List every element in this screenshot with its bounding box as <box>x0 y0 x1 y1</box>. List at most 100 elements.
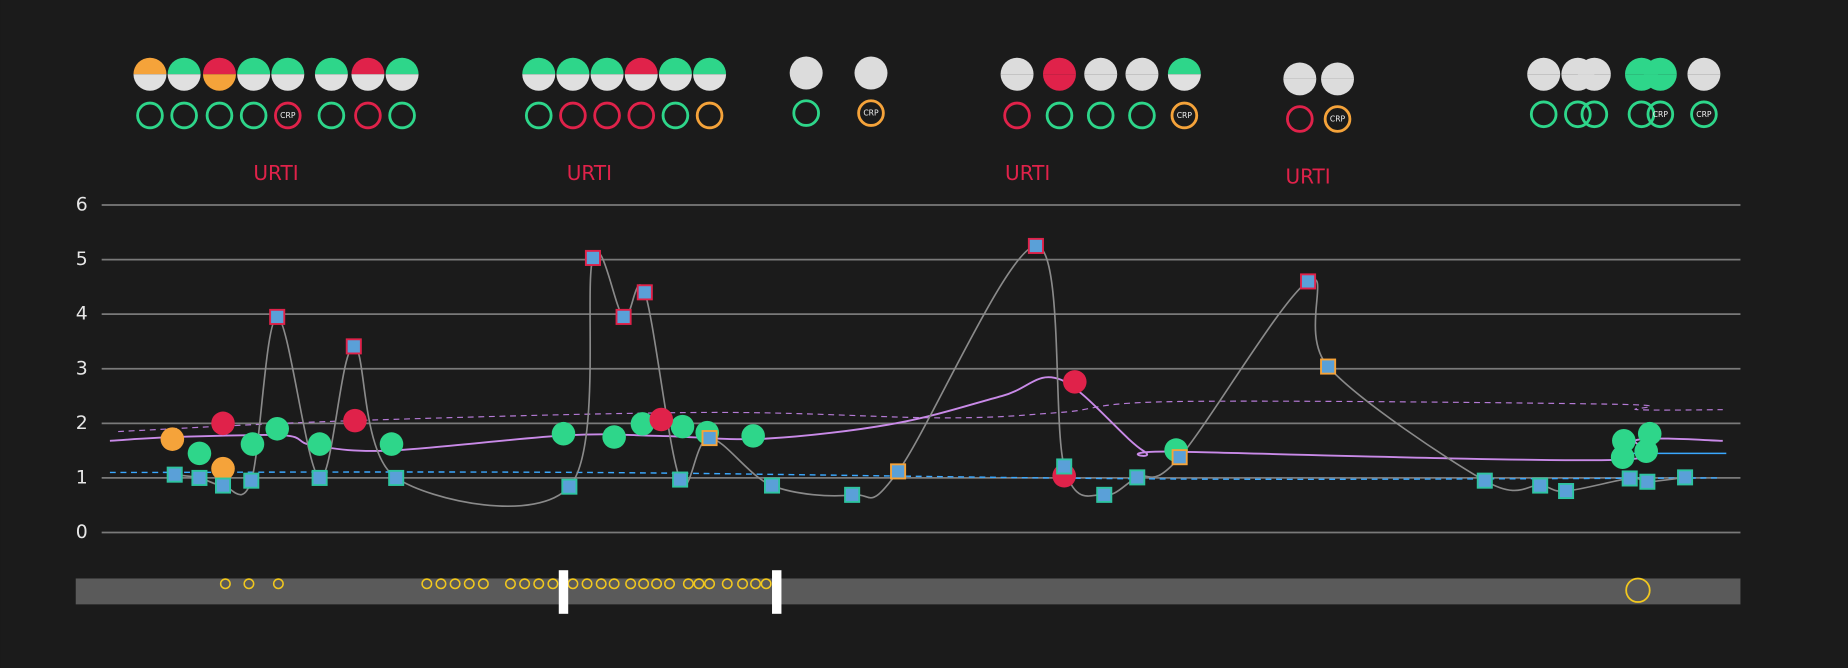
event-dot <box>519 578 531 590</box>
indicator-bottom <box>1000 74 1034 91</box>
point <box>561 478 578 495</box>
point <box>343 408 367 433</box>
y-tick-label: 1 <box>76 467 88 488</box>
indicator-ring <box>627 101 656 130</box>
indicator-bottom <box>1527 74 1561 91</box>
indicator-top <box>1527 57 1561 75</box>
indicator-bottom <box>590 74 624 91</box>
y-tick-label: 2 <box>76 413 88 434</box>
indicator-bottom <box>202 74 236 91</box>
indicator-ring <box>1045 101 1074 130</box>
point <box>269 308 286 325</box>
indicator-ring <box>1646 100 1675 129</box>
indicator-ring <box>792 99 820 127</box>
indicator-ring <box>1003 101 1031 130</box>
point <box>1476 472 1493 489</box>
indicator-top <box>1084 57 1118 75</box>
point <box>307 432 332 456</box>
indicator-bottom <box>1643 74 1677 91</box>
point <box>240 432 265 456</box>
indicator-ring <box>1580 100 1609 129</box>
point <box>1677 469 1694 486</box>
annotation: URTI <box>253 161 298 185</box>
event-dot <box>219 578 231 590</box>
point <box>701 430 718 447</box>
y-tick-label: 3 <box>76 358 88 379</box>
ring-label: CRP <box>1696 110 1712 119</box>
point <box>1171 449 1188 466</box>
range-handle[interactable] <box>772 570 782 614</box>
indicator-top <box>314 57 348 75</box>
indicator-ring <box>593 101 621 130</box>
point <box>890 463 907 480</box>
point <box>311 469 328 486</box>
indicator-ring <box>317 101 346 130</box>
y-tick-label: 4 <box>76 304 88 325</box>
ring-label: CRP <box>1330 114 1346 123</box>
event-dot <box>651 578 663 590</box>
indicator-bottom <box>1125 74 1159 91</box>
indicator-ring <box>661 101 690 130</box>
point <box>1634 439 1658 463</box>
indicator-bottom <box>271 74 305 91</box>
indicator-top <box>1577 57 1611 75</box>
indicator-top <box>202 57 236 75</box>
indicator-ring <box>136 101 164 130</box>
indicator-ring <box>205 101 234 130</box>
indicator-bottom <box>693 74 727 91</box>
point <box>1027 237 1044 254</box>
indicator-bottom <box>167 74 201 91</box>
indicator-top <box>522 57 556 75</box>
indicator-ring <box>1564 100 1592 129</box>
indicator-top <box>556 57 590 75</box>
indicator-bottom <box>1283 78 1317 96</box>
point <box>265 417 289 441</box>
point <box>1300 273 1317 290</box>
indicator-ring <box>559 101 587 130</box>
indicator-top <box>1321 62 1355 79</box>
point <box>584 249 601 266</box>
indicator-top <box>133 57 167 75</box>
indicator-bottom <box>1167 74 1201 91</box>
event-dot <box>682 578 694 590</box>
indicator-bottom <box>624 74 658 91</box>
indicator-top <box>1125 57 1159 75</box>
event-dot <box>625 578 637 590</box>
indicator-bottom <box>522 74 556 91</box>
y-tick-label: 5 <box>76 249 88 270</box>
indicator-bottom <box>314 74 348 91</box>
point <box>1637 421 1662 446</box>
indicator-ring <box>1627 100 1656 129</box>
point <box>166 466 183 483</box>
point <box>630 412 655 436</box>
event-dot <box>721 578 733 590</box>
range-handle[interactable] <box>558 570 569 614</box>
indicator-bottom <box>1084 74 1118 91</box>
event-dot <box>421 578 433 590</box>
point <box>243 472 260 489</box>
point <box>1320 358 1337 375</box>
event-dot <box>449 578 461 590</box>
point <box>844 486 861 503</box>
point <box>1621 470 1638 487</box>
indicator-ring <box>239 101 268 130</box>
indicator-ring <box>1128 101 1156 130</box>
event-dot <box>595 578 607 590</box>
indicator-ring <box>1323 105 1352 133</box>
point <box>211 456 235 481</box>
event-dot <box>1625 577 1651 603</box>
event-dot <box>704 578 716 590</box>
point <box>215 477 232 494</box>
indicator-ring <box>695 101 724 130</box>
point <box>1056 458 1073 475</box>
indicator-bottom <box>385 74 419 91</box>
point <box>1129 469 1146 486</box>
point <box>636 284 653 301</box>
point <box>1610 445 1635 469</box>
indicator-top <box>658 57 692 75</box>
point <box>1639 473 1656 490</box>
indicator-top <box>271 57 305 75</box>
